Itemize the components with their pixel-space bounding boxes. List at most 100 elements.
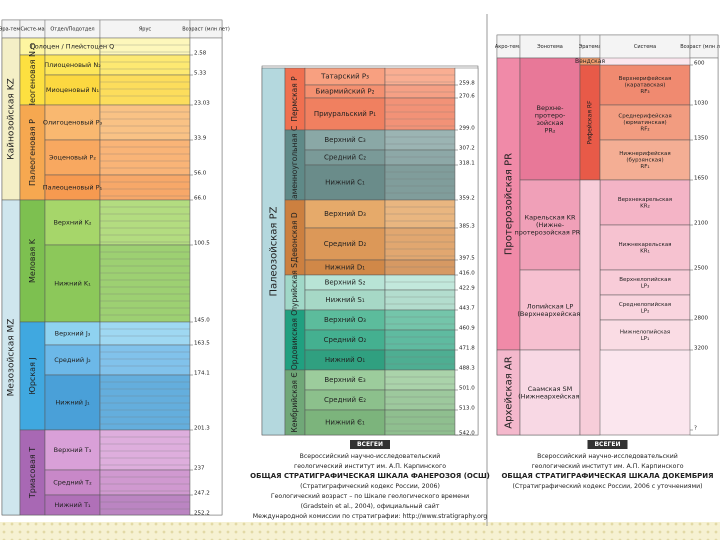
stage-cell [384, 97, 456, 131]
stratigraphic-unit [19, 199, 46, 323]
unit-label: Верхнелопийская [619, 276, 671, 283]
bottom-dots [0, 522, 720, 540]
unit-label: Нижний T₁ [54, 501, 91, 509]
unit-label: Среднерифейская [618, 113, 671, 120]
age-label: 307.2 [459, 146, 475, 152]
stratigraphic-unit [44, 469, 101, 496]
header-label: Эратема [579, 44, 602, 50]
unit-label: Верхнекарельская [618, 197, 672, 203]
age-label: 488.3 [459, 366, 475, 372]
stratigraphic-unit [304, 199, 386, 229]
unit-label: Триасовая T [28, 447, 37, 499]
age-label: 56.0 [194, 171, 207, 177]
unit-label: (юрматинская) [623, 120, 666, 126]
age-label: 501.0 [459, 386, 475, 392]
unit-label: Нижний J₁ [55, 399, 90, 407]
stage-cell [384, 129, 456, 151]
unit-label: Средний O₂ [324, 336, 367, 344]
unit-label: Саамская SM [528, 385, 573, 393]
stratigraphic-unit [44, 139, 101, 176]
stratigraphic-unit [519, 349, 581, 436]
unit-label: RF₃ [640, 89, 649, 95]
unit-label: (каратавская) [625, 83, 666, 89]
age-label: 460.9 [459, 326, 475, 332]
unit-label: Средний T₂ [53, 479, 92, 487]
unit-label: Средний Є₂ [324, 396, 366, 404]
unit-label: Олигоценовый P₃ [43, 119, 103, 127]
stage-cell [384, 274, 456, 291]
age-column [189, 37, 223, 516]
stage-cell [99, 174, 191, 201]
age-label: 359.2 [459, 196, 475, 202]
age-label: 1650 [694, 176, 708, 182]
stage-cell [99, 139, 191, 176]
stage-cell [99, 199, 191, 246]
unit-label: Неогеновая N [28, 51, 37, 109]
stratigraphic-unit [19, 104, 46, 201]
footer-line: Геологический возраст – по Шкале геологи… [271, 492, 469, 500]
stage-cell [384, 409, 456, 436]
stratigraphic-unit [19, 429, 46, 516]
age-label: 247.2 [194, 491, 210, 497]
stratigraphic-unit [44, 244, 101, 323]
age-label: 201.3 [194, 426, 210, 432]
unit-label: Протерозойская PR [504, 153, 515, 255]
unit-label: Средний C₂ [324, 154, 366, 162]
unit-label: (Нижне- [536, 221, 565, 229]
unit-label: Нижний K₁ [54, 280, 91, 288]
age-column [454, 67, 479, 436]
unit-label: Мезозойская MZ [7, 319, 17, 397]
logo: ВСЕГЕИ [594, 441, 620, 448]
unit-label: Верхне- [536, 104, 564, 112]
unit-label: Палеоценовый P₁ [43, 184, 103, 192]
logo-box [350, 440, 390, 449]
age-column [689, 57, 719, 436]
unit-label: Пермская P [290, 76, 299, 122]
age-label: 2100 [694, 221, 708, 227]
stratigraphic-unit [519, 179, 581, 271]
stage-cell [99, 104, 191, 141]
unit-label: Миоценовый N₁ [46, 86, 100, 94]
age-label: 145.0 [194, 318, 210, 324]
age-label: 252.2 [194, 511, 210, 517]
footer-line: ОБЩАЯ СТРАТИГРАФИЧЕСКАЯ ШКАЛА ДОКЕМБРИЯ [501, 472, 713, 480]
unit-label: (Нижнеархейская) [518, 392, 582, 400]
unit-label: Q [29, 42, 35, 51]
erathem-fill [579, 179, 601, 436]
stage-cell [99, 344, 191, 376]
unit-label: Лопийская LP [527, 302, 574, 310]
unit-label: Силурийская S [290, 263, 299, 322]
unit-label: LP₁ [641, 336, 650, 342]
age-label: 5.33 [194, 71, 207, 77]
unit-label: Нижний O₁ [325, 356, 366, 364]
header-label: Система [634, 44, 656, 50]
unit-label: Нижний S₁ [325, 296, 364, 304]
age-label: 600 [694, 61, 705, 67]
logo: ВСЕГЕИ [357, 441, 383, 448]
header-label: Ярус [139, 27, 152, 33]
age-label: 2.58 [194, 51, 207, 57]
age-label: ? [694, 426, 697, 432]
unit-label: Нижнелопийская [620, 328, 670, 335]
stage-cell [99, 54, 191, 76]
age-label: 318.1 [459, 161, 475, 167]
footer-line: (Стратиграфический кодекс России, 2006 с… [512, 482, 702, 490]
stage-cell [384, 349, 456, 371]
unit-label: Архейская AR [504, 356, 515, 428]
stage-cell [384, 309, 456, 331]
footer-line: (Gradstein et al., 2004), официальный са… [301, 502, 440, 510]
stratigraphic-unit [519, 269, 581, 351]
unit-label: Верхний S₂ [325, 279, 366, 287]
footer-line: (Стратиграфический кодекс России, 2006) [300, 482, 440, 490]
logo-box [587, 440, 628, 449]
header-label: Возраст (млн лет) [680, 44, 720, 50]
age-label: 66.0 [194, 196, 207, 202]
unit-label: KR₁ [640, 248, 650, 254]
stage-cell [99, 429, 191, 471]
stage-cell [384, 369, 456, 391]
unit-label: Вендская [575, 58, 605, 65]
unit-label: PR₂ [544, 126, 555, 134]
stratigraphic-unit [44, 374, 101, 431]
header-label: Акро-тема [495, 44, 522, 50]
